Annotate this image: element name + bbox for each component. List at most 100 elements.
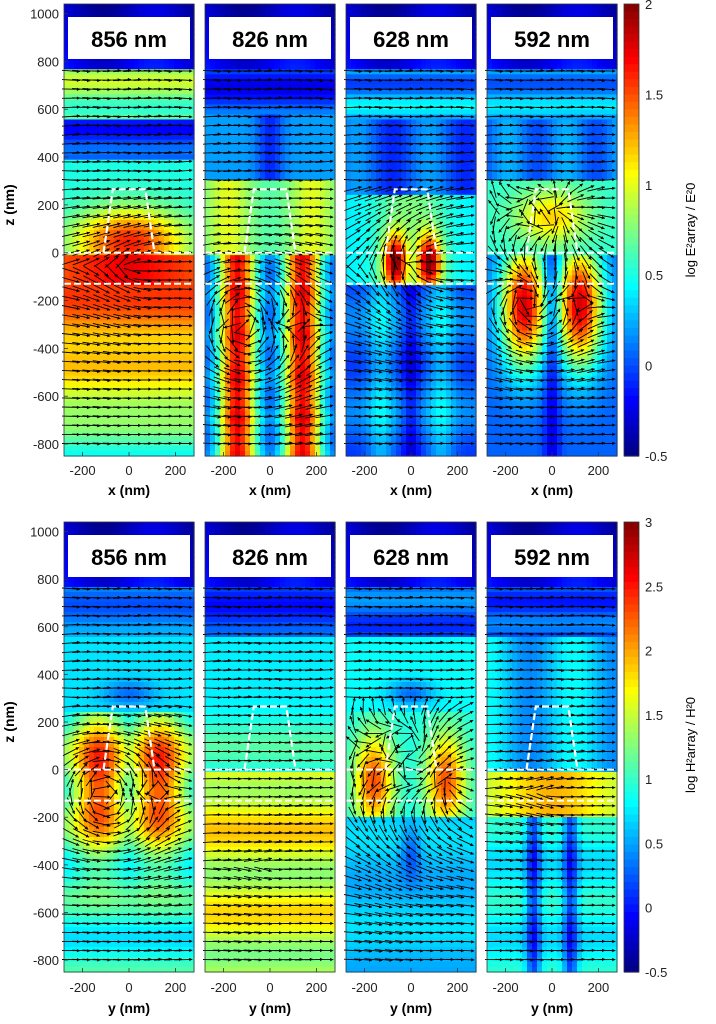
heatmap-cell xyxy=(109,240,115,246)
heatmap-cell xyxy=(99,179,105,186)
heatmap-cell xyxy=(164,154,170,161)
heatmap-cell xyxy=(79,164,85,171)
heatmap-cell xyxy=(104,179,110,186)
heatmap-cell xyxy=(174,400,180,407)
heatmap-cell xyxy=(129,154,135,161)
heatmap-cell xyxy=(69,390,75,397)
heatmap-cell xyxy=(114,224,120,231)
heatmap-cell xyxy=(149,325,155,332)
heatmap-cell xyxy=(64,144,70,151)
heatmap-cell xyxy=(169,194,175,201)
heatmap-cell xyxy=(84,129,90,136)
heatmap-cell xyxy=(174,59,180,65)
heatmap-cell xyxy=(109,290,115,296)
heatmap-cell xyxy=(270,390,276,397)
heatmap-cell xyxy=(114,154,120,161)
heatmap-cell xyxy=(64,79,70,85)
heatmap-cell xyxy=(64,89,70,95)
heatmap-cell xyxy=(109,69,115,75)
heatmap-cell xyxy=(114,159,120,166)
heatmap-cell xyxy=(144,295,150,301)
heatmap-cell xyxy=(260,4,266,10)
field-arrow-head xyxy=(127,213,131,217)
heatmap-cell xyxy=(245,59,251,65)
field-arrow-head xyxy=(86,222,90,226)
heatmap-cell xyxy=(94,355,100,362)
heatmap-cell xyxy=(94,9,100,15)
heatmap-cell xyxy=(159,380,165,387)
heatmap-cell xyxy=(139,174,145,181)
heatmap-cell xyxy=(79,255,85,261)
heatmap-cell xyxy=(69,410,75,417)
heatmap-cell xyxy=(275,335,281,342)
heatmap-cell xyxy=(260,159,266,166)
heatmap-cell xyxy=(94,345,100,352)
heatmap-cell xyxy=(184,79,190,85)
heatmap-cell xyxy=(164,59,170,65)
heatmap-cell xyxy=(164,300,170,306)
heatmap-cell xyxy=(99,114,105,121)
field-arrow-head xyxy=(76,213,80,218)
heatmap-cell xyxy=(184,315,190,321)
heatmap-cell xyxy=(179,335,185,342)
heatmap-cell xyxy=(240,134,246,141)
heatmap-cell xyxy=(129,14,135,20)
heatmap-cell xyxy=(210,209,216,216)
heatmap-cell xyxy=(205,360,211,367)
heatmap-cell xyxy=(205,420,211,427)
heatmap-cell xyxy=(184,64,190,70)
heatmap-cell xyxy=(114,240,120,246)
heatmap-cell xyxy=(250,139,256,146)
heatmap-cell xyxy=(74,214,80,221)
heatmap-cell xyxy=(149,74,155,80)
heatmap-cell xyxy=(169,245,175,251)
heatmap-cell xyxy=(134,290,140,296)
heatmap-cell xyxy=(164,415,170,422)
heatmap-cell xyxy=(210,330,216,337)
heatmap-cell xyxy=(64,450,70,457)
heatmap-cell xyxy=(240,410,246,417)
heatmap-cell xyxy=(74,400,80,407)
heatmap-cell xyxy=(154,184,160,191)
heatmap-cell xyxy=(189,219,195,226)
heatmap-cell xyxy=(64,114,70,121)
heatmap-cell xyxy=(89,199,95,206)
heatmap-cell xyxy=(109,9,115,15)
heatmap-cell xyxy=(129,385,135,392)
heatmap-cell xyxy=(104,415,110,422)
heatmap-cell xyxy=(79,265,85,271)
heatmap-cell xyxy=(79,385,85,392)
heatmap-cell xyxy=(220,99,226,106)
heatmap-cell xyxy=(144,375,150,382)
heatmap-cell xyxy=(189,340,195,347)
heatmap-cell xyxy=(129,345,135,352)
heatmap-cell xyxy=(89,59,95,65)
heatmap-cell xyxy=(89,405,95,412)
heatmap-cell xyxy=(139,4,145,10)
heatmap-cell xyxy=(129,64,135,70)
heatmap-cell xyxy=(169,390,175,397)
heatmap-cell xyxy=(235,64,241,70)
heatmap-cell xyxy=(184,154,190,161)
heatmap-cell xyxy=(129,370,135,377)
heatmap-cell xyxy=(139,219,145,226)
heatmap-cell xyxy=(215,445,221,452)
heatmap-cell xyxy=(215,184,221,191)
heatmap-cell xyxy=(69,9,75,15)
heatmap-cell xyxy=(109,325,115,332)
heatmap-cell xyxy=(74,405,80,412)
heatmap-cell xyxy=(114,59,120,65)
heatmap-cell xyxy=(99,335,105,342)
heatmap-cell xyxy=(84,169,90,176)
heatmap-cell xyxy=(74,300,80,306)
heatmap-cell xyxy=(74,370,80,377)
heatmap-cell xyxy=(64,214,70,221)
heatmap-cell xyxy=(164,214,170,221)
heatmap-cell xyxy=(99,265,105,271)
heatmap-cell xyxy=(114,320,120,327)
heatmap-cell xyxy=(164,79,170,85)
heatmap-cell xyxy=(159,154,165,161)
heatmap-cell xyxy=(99,224,105,231)
heatmap-cell xyxy=(119,119,125,126)
heatmap-cell xyxy=(74,174,80,181)
